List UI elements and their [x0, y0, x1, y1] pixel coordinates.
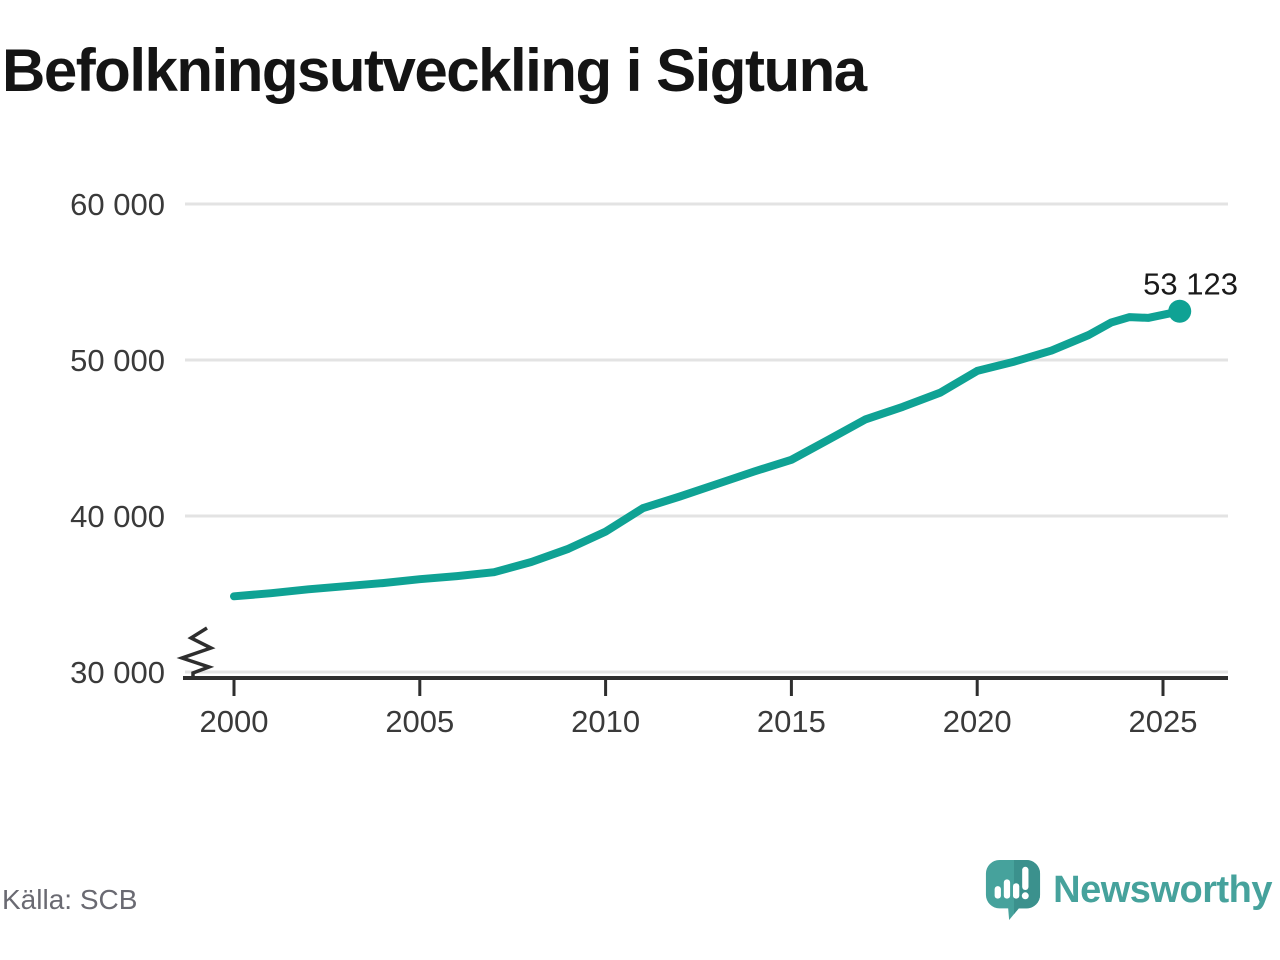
latest-value-label: 53 123	[1143, 266, 1238, 301]
newsworthy-wordmark: Newsworthy	[1053, 868, 1272, 911]
y-tick-label: 30 000	[70, 655, 165, 690]
y-tick-label: 40 000	[70, 499, 165, 534]
population-series-line	[230, 307, 1184, 601]
newsworthy-logo: Newsworthy	[984, 858, 1272, 921]
x-tick-label: 2025	[1129, 704, 1198, 739]
y-tick-label: 50 000	[70, 343, 165, 378]
latest-value-dot	[1168, 299, 1192, 323]
x-tick-label: 2000	[200, 704, 269, 739]
x-tick-label: 2020	[943, 704, 1012, 739]
logo-bars	[994, 866, 1029, 900]
x-tick-label: 2010	[571, 704, 640, 739]
source-label: Källa: SCB	[2, 884, 138, 915]
x-tick-label: 2015	[757, 704, 826, 739]
axis-break-icon	[176, 626, 216, 679]
newsworthy-logo-icon	[986, 860, 1041, 920]
y-tick-label: 60 000	[70, 187, 165, 222]
page-title: Befolkningsutveckling i Sigtuna	[2, 37, 867, 104]
x-tick-label: 2005	[385, 704, 454, 739]
